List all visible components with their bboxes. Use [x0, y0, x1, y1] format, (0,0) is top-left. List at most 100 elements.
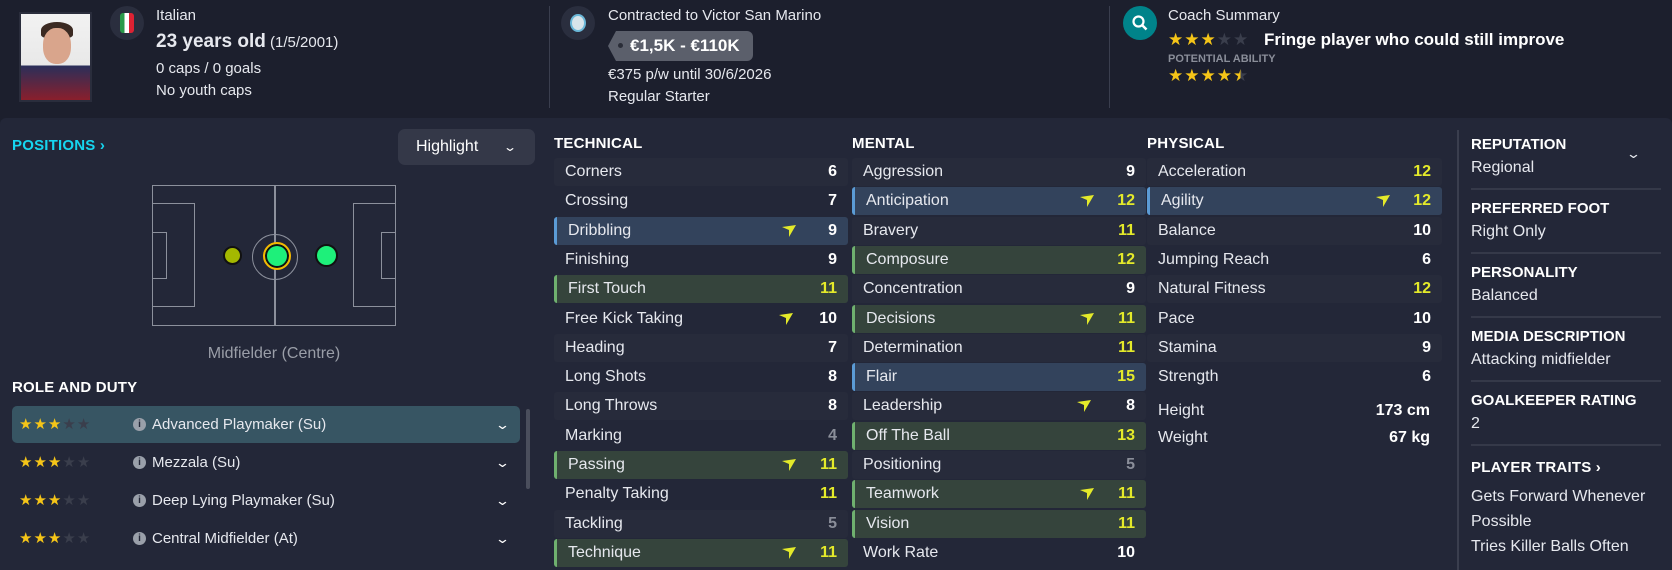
contract-club[interactable]: Contracted to Victor San Marino: [608, 7, 822, 24]
attribute-label: Flair: [866, 368, 898, 386]
attribute-label: Off The Ball: [866, 426, 950, 444]
star-icon: ★: [19, 492, 33, 509]
attribute-value: 9: [1422, 338, 1431, 356]
search-icon[interactable]: [1123, 6, 1157, 40]
info-icon[interactable]: i: [133, 494, 146, 507]
attribute-row-long-throws[interactable]: Long Throws 8: [554, 392, 848, 421]
chevron-down-icon[interactable]: ⌄: [494, 530, 511, 546]
mental-title: MENTAL: [852, 135, 915, 152]
chevron-down-icon[interactable]: ⌄: [494, 492, 511, 508]
attribute-label: Work Rate: [863, 543, 939, 561]
attribute-row-flair[interactable]: Flair 15: [852, 363, 1146, 392]
roles-scrollbar[interactable]: [526, 409, 530, 489]
club-badge-icon[interactable]: [561, 6, 595, 40]
squad-status: Regular Starter: [608, 88, 710, 105]
role-row[interactable]: ★ ★ ★ ★ ★ i Deep Lying Playmaker (Su) ⌄: [12, 482, 520, 519]
attribute-row-first-touch[interactable]: First Touch 11: [554, 275, 848, 304]
role-row[interactable]: ★ ★ ★ ★ ★ i Central Midfielder (At) ⌄: [12, 520, 520, 557]
attribute-row-bravery[interactable]: Bravery 11: [852, 216, 1146, 245]
attribute-row-natural-fitness[interactable]: Natural Fitness 12: [1147, 275, 1442, 304]
attribute-row-heading[interactable]: Heading 7: [554, 333, 848, 362]
attribute-row-penalty-taking[interactable]: Penalty Taking 11: [554, 480, 848, 508]
attribute-row-positioning[interactable]: Positioning 5: [852, 451, 1146, 479]
divider: [1471, 316, 1661, 318]
info-icon[interactable]: i: [133, 456, 146, 469]
attribute-row-agility[interactable]: Agility 12: [1147, 187, 1442, 216]
chevron-down-icon[interactable]: ⌄: [494, 454, 511, 470]
attribute-row-passing[interactable]: Passing 11: [554, 451, 848, 479]
attribute-row-off-the-ball[interactable]: Off The Ball 13: [852, 421, 1146, 450]
attribute-row-vision[interactable]: Vision 11: [852, 509, 1146, 538]
attribute-label: Teamwork: [866, 485, 939, 503]
divider: [1471, 444, 1661, 446]
attribute-row-leadership[interactable]: Leadership 8: [852, 392, 1146, 421]
attribute-row-teamwork[interactable]: Teamwork 11: [852, 480, 1146, 509]
attribute-value: 11: [1118, 514, 1135, 532]
reputation-chevron-down-icon[interactable]: ⌄: [1625, 146, 1642, 161]
divider: [1471, 380, 1661, 382]
current-ability-stars: ★ ★ ★ ★ ★: [1168, 31, 1248, 48]
youth-caps: No youth caps: [156, 82, 252, 99]
star-icon: ★: [1184, 30, 1200, 49]
nation-flag-icon[interactable]: [110, 6, 144, 40]
attribute-row-determination[interactable]: Determination 11: [852, 333, 1146, 362]
attribute-row-anticipation[interactable]: Anticipation 12: [852, 187, 1146, 216]
star-icon: ★: [62, 454, 76, 471]
attribute-value: 11: [1118, 485, 1135, 503]
attribute-row-stamina[interactable]: Stamina 9: [1147, 333, 1442, 362]
attribute-row-jumping-reach[interactable]: Jumping Reach 6: [1147, 246, 1442, 274]
attribute-row-dribbling[interactable]: Dribbling 9: [554, 216, 848, 245]
attribute-value: 12: [1413, 192, 1431, 210]
info-section: MEDIA DESCRIPTION Attacking midfielder: [1471, 328, 1661, 382]
attribute-row-composure[interactable]: Composure 12: [852, 245, 1146, 274]
attribute-value: 8: [1126, 397, 1135, 415]
attribute-row-marking[interactable]: Marking 4: [554, 422, 848, 450]
divider: [1109, 6, 1110, 108]
attribute-label: Stamina: [1158, 338, 1217, 356]
attribute-row-strength[interactable]: Strength 6: [1147, 363, 1442, 391]
attribute-row-crossing[interactable]: Crossing 7: [554, 187, 848, 215]
attribute-row-pace[interactable]: Pace 10: [1147, 305, 1442, 333]
attribute-label: Bravery: [863, 221, 919, 239]
attribute-row-concentration[interactable]: Concentration 9: [852, 275, 1146, 304]
height-label: Height: [1158, 402, 1205, 419]
attribute-row-balance[interactable]: Balance 10: [1147, 216, 1442, 245]
caps: 0 caps / 0 goals: [156, 60, 262, 77]
attribute-value: 9: [828, 250, 837, 268]
attribute-row-tackling[interactable]: Tackling 5: [554, 509, 848, 538]
nationality: Italian: [156, 7, 197, 24]
attribute-row-technique[interactable]: Technique 11: [554, 538, 848, 567]
attribute-label: Balance: [1158, 221, 1216, 239]
attribute-label: Determination: [863, 338, 963, 356]
attribute-row-decisions[interactable]: Decisions 11: [852, 304, 1146, 333]
attribute-row-acceleration[interactable]: Acceleration 12: [1147, 158, 1442, 186]
role-row[interactable]: ★ ★ ★ ★ ★ i Mezzala (Su) ⌄: [12, 444, 520, 481]
chevron-down-icon[interactable]: ⌄: [494, 416, 511, 432]
attribute-row-work-rate[interactable]: Work Rate 10: [852, 539, 1146, 567]
trend-arrow-icon: [1079, 312, 1095, 331]
attribute-row-free-kick-taking[interactable]: Free Kick Taking 10: [554, 305, 848, 333]
position-name: Midfielder (Centre): [207, 345, 341, 362]
star-icon: ★: [47, 454, 62, 471]
attribute-label: Agility: [1161, 192, 1204, 210]
attribute-label: Corners: [565, 163, 622, 180]
attribute-label: Marking: [565, 426, 622, 444]
attribute-row-aggression[interactable]: Aggression 9: [852, 158, 1146, 186]
position-dot-dm[interactable]: [223, 246, 242, 265]
role-row[interactable]: ★ ★ ★ ★ ★ i Advanced Playmaker (Su) ⌄: [12, 406, 520, 443]
chevron-right-icon: ›: [99, 137, 106, 154]
info-icon[interactable]: i: [133, 532, 146, 545]
physical-title: PHYSICAL: [1147, 135, 1225, 152]
attribute-row-corners[interactable]: Corners 6: [554, 158, 848, 186]
info-icon[interactable]: i: [133, 418, 146, 431]
player-traits-link[interactable]: PLAYER TRAITS ›: [1471, 459, 1601, 476]
highlight-dropdown[interactable]: Highlight ⌄: [398, 129, 535, 165]
attribute-row-finishing[interactable]: Finishing 9: [554, 246, 848, 274]
position-dot-am[interactable]: [315, 244, 338, 267]
attribute-value: 10: [1117, 543, 1135, 561]
attribute-value: 11: [1118, 309, 1135, 327]
positions-link[interactable]: POSITIONS ›: [12, 137, 106, 154]
attribute-label: Free Kick Taking: [565, 309, 683, 327]
position-dot-mc[interactable]: [263, 242, 291, 270]
attribute-row-long-shots[interactable]: Long Shots 8: [554, 363, 848, 391]
